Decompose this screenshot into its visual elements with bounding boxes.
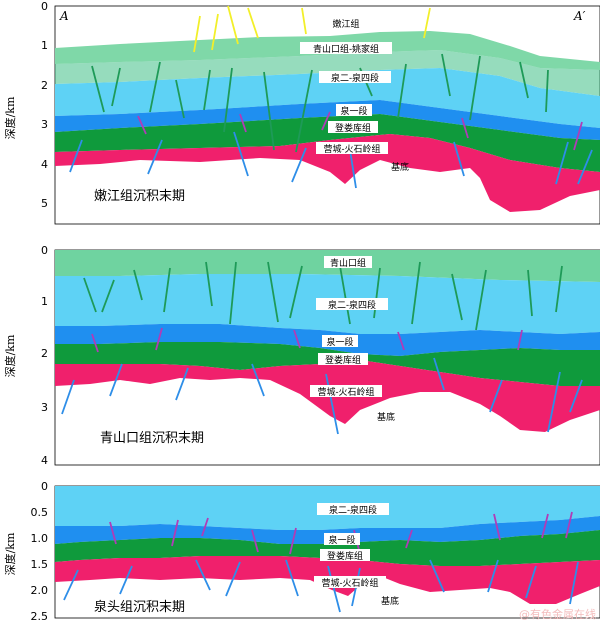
layer-quan1 bbox=[55, 516, 600, 544]
label-box bbox=[316, 142, 388, 154]
y-tick: 1.5 bbox=[31, 558, 49, 571]
labels-panel1: 嫩江组 青山口组-姚家组 泉二-泉四段 泉一段 登娄库组 营城-火石岭组 基底 bbox=[300, 17, 409, 173]
layer-label: 登娄库组 bbox=[335, 122, 371, 134]
layer-label: 泉一段 bbox=[340, 105, 367, 117]
label-box bbox=[328, 17, 364, 29]
panel-title: 青山口组沉积末期 bbox=[100, 431, 204, 446]
label-box bbox=[320, 549, 370, 561]
y-tick: 3 bbox=[41, 401, 48, 414]
labels-panel2: 青山口组 泉二-泉四段 泉一段 登娄库组 营城-火石岭组 基底 bbox=[310, 256, 395, 423]
faults-panel2 bbox=[61, 261, 583, 435]
corner-label-right: A′ bbox=[573, 9, 586, 23]
y-axis-panel3: 0 0.5 1.0 1.5 2.0 2.5 深度/km bbox=[3, 480, 48, 623]
layer-quan2-4 bbox=[55, 68, 600, 128]
y-tick: 4 bbox=[41, 454, 48, 467]
panel-qingshankou: 青山口组 泉二-泉四段 泉一段 登娄库组 营城-火石岭组 基底 青山口组沉积末期… bbox=[3, 244, 600, 467]
layer-label: 泉一段 bbox=[326, 336, 353, 348]
y-tick: 1 bbox=[41, 39, 48, 52]
faults-purple bbox=[137, 111, 583, 151]
watermark: @有色金属在线 bbox=[519, 607, 596, 621]
y-tick: 2.0 bbox=[31, 584, 49, 597]
y-axis-panel1: 0 1 2 3 4 5 深度/km bbox=[3, 0, 48, 210]
faults-purple bbox=[91, 327, 523, 353]
panel-nenjiang: 嫩江组 青山口组-姚家组 泉二-泉四段 泉一段 登娄库组 营城-火石岭组 基底 … bbox=[3, 0, 600, 225]
label-box bbox=[324, 533, 360, 545]
layer-denglouku bbox=[55, 342, 600, 386]
panel-title: 嫩江组沉积末期 bbox=[94, 189, 185, 204]
y-tick: 3 bbox=[41, 118, 48, 131]
layer-denglouku bbox=[55, 530, 600, 566]
y-axis-label: 深度/km bbox=[3, 334, 17, 377]
y-axis-panel2: 0 1 2 3 4 深度/km bbox=[3, 244, 48, 467]
y-tick: 0 bbox=[41, 244, 48, 257]
y-tick: 5 bbox=[41, 197, 48, 210]
layer-label: 青山口组 bbox=[330, 257, 366, 269]
layer-label: 营城-火石岭组 bbox=[321, 577, 378, 589]
label-box bbox=[328, 121, 378, 133]
layer-label: 营城-火石岭组 bbox=[317, 386, 374, 398]
y-tick: 4 bbox=[41, 158, 48, 171]
layer-label: 登娄库组 bbox=[327, 550, 363, 562]
label-box bbox=[317, 503, 389, 515]
y-tick: 0.5 bbox=[31, 506, 49, 519]
layer-denglouku bbox=[55, 114, 600, 172]
layer-label: 基底 bbox=[391, 161, 409, 173]
label-box bbox=[300, 42, 392, 54]
y-axis-label: 深度/km bbox=[3, 96, 17, 139]
layer-label: 青山口组-姚家组 bbox=[313, 43, 379, 55]
panel-quantou: 泉二-泉四段 泉一段 登娄库组 营城-火石岭组 基底 泉头组沉积末期 @有色金属… bbox=[3, 480, 600, 623]
y-tick: 1.0 bbox=[31, 532, 49, 545]
label-box bbox=[319, 71, 391, 83]
faults-green bbox=[83, 261, 563, 331]
y-tick: 2.5 bbox=[31, 610, 49, 623]
layer-label: 泉二-泉四段 bbox=[331, 72, 379, 84]
corner-label-left: A bbox=[59, 9, 69, 23]
y-tick: 1 bbox=[41, 295, 48, 308]
label-box bbox=[310, 385, 382, 397]
layer-label: 泉二-泉四段 bbox=[328, 299, 376, 311]
faults-yellow bbox=[193, 5, 431, 53]
layer-yingcheng bbox=[55, 134, 600, 212]
label-box bbox=[322, 335, 358, 347]
label-box bbox=[324, 256, 372, 268]
layer-label: 登娄库组 bbox=[325, 354, 361, 366]
label-box bbox=[318, 353, 368, 365]
label-box bbox=[336, 104, 372, 116]
layer-label: 泉一段 bbox=[328, 534, 355, 546]
y-tick: 2 bbox=[41, 79, 48, 92]
y-tick: 0 bbox=[41, 480, 48, 493]
faults-purple bbox=[109, 511, 573, 555]
layer-label: 营城-火石岭组 bbox=[323, 143, 380, 155]
layer-label: 嫩江组 bbox=[332, 18, 359, 30]
layer-label: 基底 bbox=[381, 595, 399, 607]
faults-panel1 bbox=[69, 5, 593, 189]
panel-title: 泉头组沉积末期 bbox=[94, 599, 185, 615]
faults-green bbox=[91, 53, 549, 153]
labels-panel3: 泉二-泉四段 泉一段 登娄库组 营城-火石岭组 基底 bbox=[314, 503, 399, 607]
label-box bbox=[314, 576, 386, 588]
layer-qingshankou-yaojia bbox=[55, 50, 600, 96]
layer-quan1 bbox=[55, 100, 600, 140]
layer-label: 基底 bbox=[377, 411, 395, 423]
y-tick: 0 bbox=[41, 0, 48, 13]
label-box bbox=[316, 298, 388, 310]
faults-blue bbox=[69, 131, 593, 189]
y-axis-label: 深度/km bbox=[3, 532, 17, 575]
y-tick: 2 bbox=[41, 347, 48, 360]
layer-label: 泉二-泉四段 bbox=[329, 504, 377, 516]
faults-blue bbox=[61, 357, 583, 435]
